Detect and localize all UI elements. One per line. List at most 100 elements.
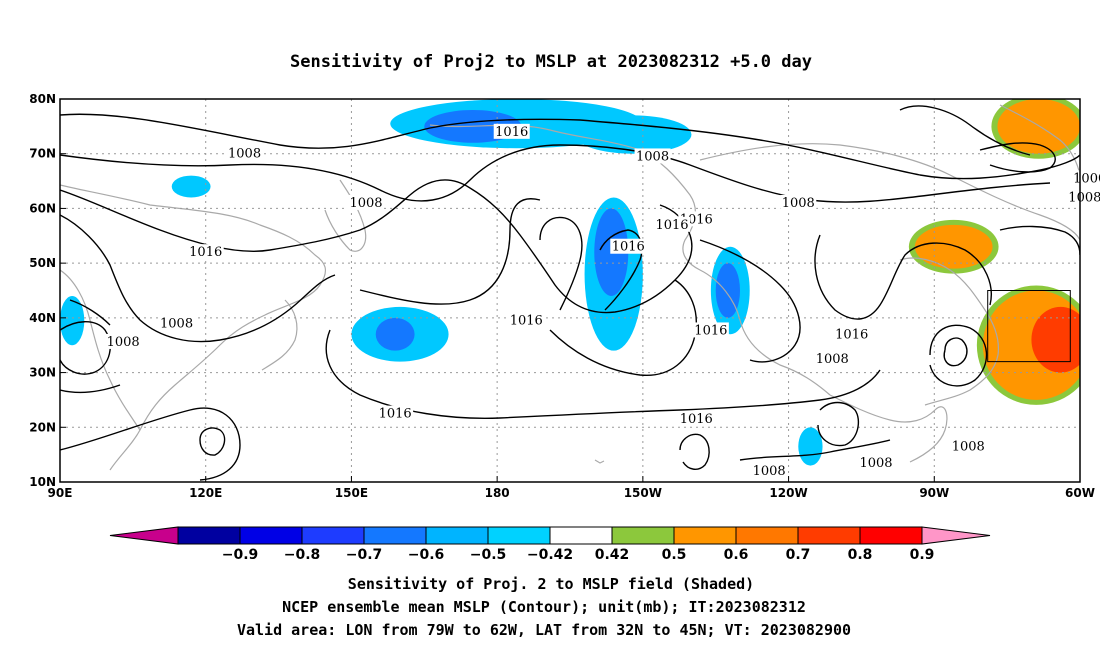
contour-label-bg	[1066, 189, 1100, 205]
contour-label-text: 1008	[859, 456, 892, 471]
colorbar-label: 0.9	[910, 547, 935, 563]
contour-label: 1016	[654, 216, 690, 233]
valid-area-box	[987, 290, 1071, 363]
y-tick-label: 20N	[29, 420, 56, 434]
coastline-japan	[261, 299, 298, 371]
y-tick-label: 30N	[29, 366, 56, 380]
sensitivity-region-positive	[1031, 306, 1080, 373]
mslp-contour-line	[359, 198, 541, 305]
contour-label-text: 1000	[1073, 171, 1100, 186]
colorbar-label: −0.8	[284, 547, 321, 563]
mslp-contour-line	[929, 324, 988, 387]
contour-label: 1016	[187, 244, 224, 260]
contour-label: 1016	[610, 238, 647, 255]
chart-title: Sensitivity of Proj2 to MSLP at 20230823…	[290, 52, 812, 72]
colorbar-label: 0.6	[724, 547, 749, 563]
contour-label-bg	[610, 238, 647, 254]
contour-label-text: 1016	[655, 218, 688, 233]
contour-label: 1008	[634, 148, 671, 164]
x-tick-label: 90E	[48, 486, 73, 500]
mslp-contours	[60, 105, 1080, 481]
y-tick-label: 10N	[29, 475, 56, 489]
contour-label-text: 1016	[510, 314, 543, 329]
coastline-gulf-mexico	[829, 394, 948, 463]
contour-label: 1008	[105, 333, 142, 350]
colorbar-label: −0.9	[222, 547, 259, 563]
contour-label-text: 1016	[680, 412, 713, 427]
mslp-contour-line	[60, 407, 241, 481]
x-tick-label: 120E	[189, 486, 222, 500]
caption-line-1: Sensitivity of Proj. 2 to MSLP field (Sh…	[348, 575, 754, 593]
contour-label-bg	[377, 405, 414, 421]
contour-label-text: 1008	[816, 352, 849, 367]
contour-label-text: 1008	[753, 464, 786, 479]
y-tick-label: 70N	[29, 147, 56, 161]
mslp-contour-line	[60, 113, 1080, 180]
x-axis-ticks: 90E 120E 150E 180 150W 120W 90W 60W	[48, 476, 1095, 500]
contour-label-text: 1008	[349, 196, 382, 211]
contour-label-text: 1008	[1068, 190, 1100, 205]
contour-label-text: 1016	[495, 125, 528, 140]
contour-label-bg	[508, 312, 545, 328]
colorbar-label: 0.8	[848, 547, 873, 563]
mslp-contour-line	[199, 427, 226, 456]
colorbar-labels: −0.9 −0.8 −0.7 −0.6 −0.5 −0.42 0.42 0.5 0.6 0.7 0.…	[222, 547, 935, 563]
y-tick-label: 50N	[29, 256, 56, 270]
coastline-north-america	[699, 143, 1080, 406]
x-tick-label: 60W	[1065, 486, 1095, 500]
colorbar-bin	[239, 526, 303, 545]
colorbar-bin	[487, 526, 551, 545]
contour-label: 1016	[493, 123, 530, 140]
sensitivity-region-positive	[1080, 143, 1100, 198]
coastline-greenland	[999, 104, 1080, 176]
mslp-contour-line	[814, 234, 992, 320]
contour-label-bg	[158, 315, 195, 331]
sensitivity-region-negative	[171, 175, 211, 198]
map-background	[60, 99, 1080, 482]
colorbar-bin	[611, 526, 675, 545]
valid-area-rectangle	[987, 290, 1071, 363]
contour-label: 1016	[692, 322, 729, 338]
contour-label: 1016	[833, 326, 870, 342]
map-frame	[59, 98, 1081, 483]
contour-label: 1016	[508, 312, 545, 329]
coastline-hawaii	[594, 459, 605, 464]
contour-label: 1008	[814, 350, 851, 367]
sensitivity-region-negative	[798, 427, 823, 466]
contour-label-bg	[1071, 170, 1100, 186]
colorbar-label: 0.7	[786, 547, 811, 563]
contour-label-bg	[654, 216, 690, 232]
sensitivity-region-negative	[574, 115, 692, 154]
colorbar-label: −0.7	[346, 547, 383, 563]
colorbar-label: −0.5	[470, 547, 507, 563]
contour-label-bg	[678, 411, 715, 427]
x-tick-label: 150W	[624, 486, 662, 500]
contour-label-text: 1016	[379, 407, 412, 422]
contour-label-bg	[814, 350, 851, 366]
colorbar-label: −0.6	[408, 547, 445, 563]
sensitivity-region-positive	[914, 224, 993, 269]
contour-label-bg	[348, 194, 384, 210]
x-tick-label: 150E	[335, 486, 368, 500]
colorbar-bin	[673, 526, 737, 545]
mslp-contour-line	[817, 401, 860, 447]
contour-label-text: 1016	[612, 240, 645, 255]
caption-line-2: NCEP ensemble mean MSLP (Contour); unit(…	[282, 598, 806, 616]
contour-label-bg	[187, 244, 224, 260]
coastline-layer	[60, 104, 1080, 471]
contour-label: 1008	[858, 454, 894, 471]
colorbar-bin	[735, 526, 799, 545]
coastline-asia	[60, 184, 327, 471]
colorbar-label: 0.42	[595, 547, 630, 563]
colorbar-bin	[859, 526, 923, 545]
contour-label-text: 1016	[694, 323, 727, 338]
contour-label-text: 1008	[107, 335, 140, 350]
contour-label-text: 1016	[189, 245, 222, 260]
colorbar-bin	[797, 526, 861, 545]
mslp-contour-line	[325, 329, 881, 419]
contour-label-bg	[780, 194, 817, 210]
y-tick-label: 80N	[29, 92, 56, 106]
contour-label-bg	[751, 463, 788, 479]
contour-label-text: 1008	[782, 196, 815, 211]
